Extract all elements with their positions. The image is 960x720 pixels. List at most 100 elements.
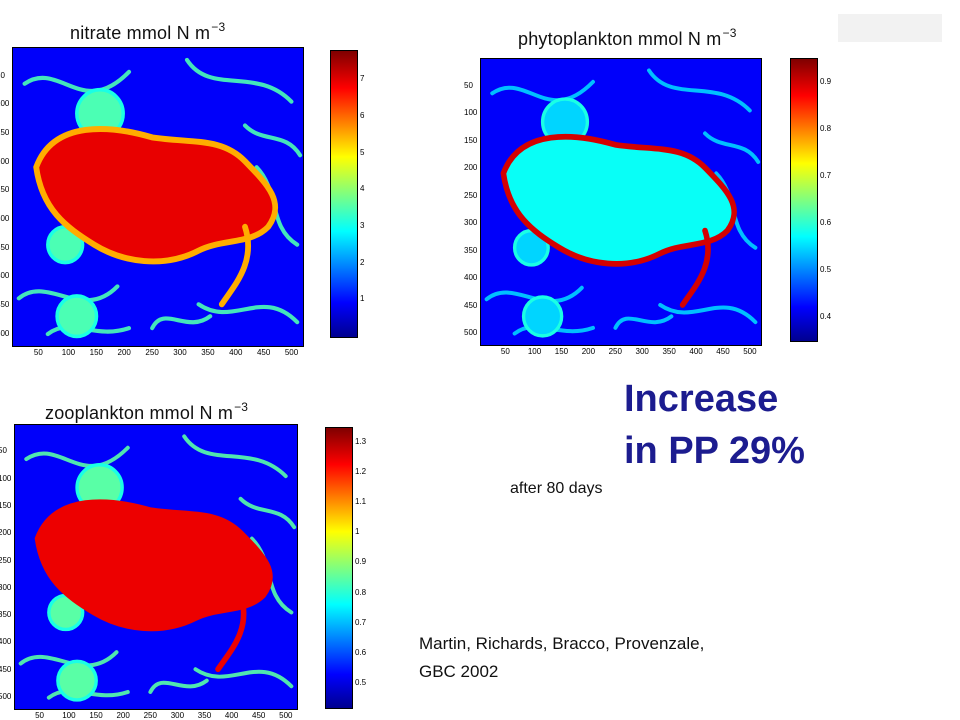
phytoplankton-filament xyxy=(490,79,595,103)
nitrate-x-tick: 400 xyxy=(229,348,243,357)
zooplankton-y-tick: 200 xyxy=(0,528,12,538)
nitrate-x-tick: 450 xyxy=(256,348,271,357)
phytoplankton-colorbar-tick: 0.9 xyxy=(820,76,832,86)
zooplankton-filament xyxy=(238,496,297,530)
zooplankton-x-tick: 350 xyxy=(197,711,212,720)
phytoplankton-filament xyxy=(703,131,761,164)
nitrate-y-tick: 50 xyxy=(0,70,5,80)
nitrate-plume xyxy=(33,126,279,265)
nitrate-colorbar-tick: 4 xyxy=(360,184,365,194)
nitrate-y-tick: 200 xyxy=(0,156,10,166)
nitrate-x-tick: 200 xyxy=(117,348,131,357)
nitrate-filament xyxy=(242,123,303,158)
phytoplankton-filament xyxy=(647,68,752,113)
phytoplankton-colorbar-tick: 0.8 xyxy=(820,123,832,133)
nitrate-filament xyxy=(196,302,300,325)
zooplankton-colorbar-tick: 0.6 xyxy=(355,647,367,657)
phytoplankton-x-tick: 100 xyxy=(527,347,542,356)
phytoplankton-colorbar-tick: 0.6 xyxy=(820,217,832,227)
zooplankton-y-tick: 50 xyxy=(0,446,7,456)
zooplankton-colorbar-tick: 0.5 xyxy=(355,677,367,687)
phytoplankton-colorbar-tick: 0.7 xyxy=(820,170,832,180)
phytoplankton-colorbar-tick: 0.4 xyxy=(820,311,832,321)
zooplankton-colorbar-tick: 0.7 xyxy=(355,617,367,627)
phytoplankton-x-tick: 450 xyxy=(716,347,730,356)
headline-line-1: Increase xyxy=(624,378,779,420)
zooplankton-colorbar-tick: 1.3 xyxy=(355,437,367,447)
zooplankton-x-tick: 300 xyxy=(170,711,185,720)
nitrate-colorbar-tick: 7 xyxy=(360,74,365,84)
phytoplankton-filament xyxy=(613,314,674,330)
nitrate-colorbar-tick: 5 xyxy=(360,147,365,157)
phytoplankton-plume xyxy=(500,133,737,267)
nitrate-colorbar-tick: 3 xyxy=(360,221,365,230)
phytoplankton-y-tick: 400 xyxy=(464,273,478,282)
zooplankton-y-tick: 300 xyxy=(0,582,12,592)
zooplankton-y-tick: 100 xyxy=(0,473,12,483)
phytoplankton-x-tick: 150 xyxy=(554,347,569,356)
nitrate-x-tick: 500 xyxy=(284,348,299,357)
zooplankton-colorbar-tick: 0.9 xyxy=(355,557,367,567)
phytoplankton-y-tick: 100 xyxy=(464,108,478,117)
zooplankton-y-tick: 350 xyxy=(0,610,12,620)
nitrate-filament xyxy=(184,57,294,104)
nitrate-field xyxy=(13,48,303,346)
phytoplankton-y-tick: 500 xyxy=(464,328,478,337)
nitrate-colorbar-tick: 6 xyxy=(360,111,365,120)
zooplankton-filament xyxy=(182,434,288,479)
nitrate-title: nitrate mmol N m−3 xyxy=(70,20,225,44)
phytoplankton-x-tick: 300 xyxy=(635,347,649,356)
zooplankton-y-tick: 500 xyxy=(0,692,12,702)
after-days-note: after 80 days xyxy=(510,480,603,497)
zooplankton-y-tick: 450 xyxy=(0,664,12,674)
nitrate-colorbar-tick: 1 xyxy=(360,294,365,304)
zooplankton-filament xyxy=(148,678,209,694)
nitrate-y-tick: 350 xyxy=(0,242,10,252)
phytoplankton-y-tick: 50 xyxy=(464,80,473,90)
phytoplankton-colorbar xyxy=(790,58,818,342)
nitrate-x-tick: 250 xyxy=(145,348,159,357)
phytoplankton-colorbar-tick: 0.5 xyxy=(820,264,832,274)
phytoplankton-y-tick: 450 xyxy=(464,300,478,310)
nitrate-title-exponent: −3 xyxy=(211,20,226,34)
nitrate-colorbar-tick: 2 xyxy=(360,257,365,267)
zooplankton-x-tick: 400 xyxy=(224,711,239,720)
phytoplankton-eddy xyxy=(521,295,564,338)
phytoplankton-y-tick: 200 xyxy=(464,163,478,172)
nitrate-colorbar xyxy=(330,50,358,338)
nitrate-plume-tail xyxy=(218,223,252,308)
nitrate-y-tick: 250 xyxy=(0,185,10,195)
nitrate-x-tick: 100 xyxy=(61,348,76,357)
phytoplankton-x-tick: 400 xyxy=(689,347,703,356)
zooplankton-title-text: zooplankton mmol N m xyxy=(45,403,234,423)
phytoplankton-filament xyxy=(658,302,758,325)
zooplankton-filament xyxy=(24,445,130,468)
nitrate-y-tick: 300 xyxy=(0,213,10,223)
nitrate-filament xyxy=(150,314,213,331)
zooplankton-y-tick: 150 xyxy=(0,500,12,510)
nitrate-filament xyxy=(16,284,120,303)
phytoplankton-heatmap xyxy=(480,58,762,346)
zooplankton-title-exponent: −3 xyxy=(234,400,249,414)
zooplankton-x-tick: 450 xyxy=(252,711,266,720)
nitrate-y-tick: 400 xyxy=(0,271,10,281)
nitrate-eddy xyxy=(55,294,99,339)
zooplankton-plume-tail xyxy=(215,592,247,673)
corner-patch xyxy=(838,14,942,42)
phytoplankton-y-tick: 250 xyxy=(464,190,478,200)
phytoplankton-title-text: phytoplankton mmol N m xyxy=(518,29,722,49)
nitrate-x-tick: 50 xyxy=(33,348,43,357)
phytoplankton-y-tick: 150 xyxy=(464,135,478,145)
zooplankton-x-tick: 200 xyxy=(116,711,130,720)
nitrate-x-tick: 350 xyxy=(201,348,215,357)
zooplankton-filament xyxy=(193,667,294,689)
zooplankton-colorbar-tick: 1.2 xyxy=(355,467,367,477)
phytoplankton-x-tick: 350 xyxy=(662,347,676,356)
phytoplankton-x-tick: 200 xyxy=(581,347,596,356)
zooplankton-x-tick: 100 xyxy=(62,711,76,720)
zooplankton-colorbar-tick: 0.8 xyxy=(355,587,367,597)
phytoplankton-y-tick: 350 xyxy=(464,245,478,255)
zooplankton-filament xyxy=(18,650,119,668)
citation-line-2: GBC 2002 xyxy=(419,662,499,681)
zooplankton-heatmap xyxy=(14,424,298,710)
